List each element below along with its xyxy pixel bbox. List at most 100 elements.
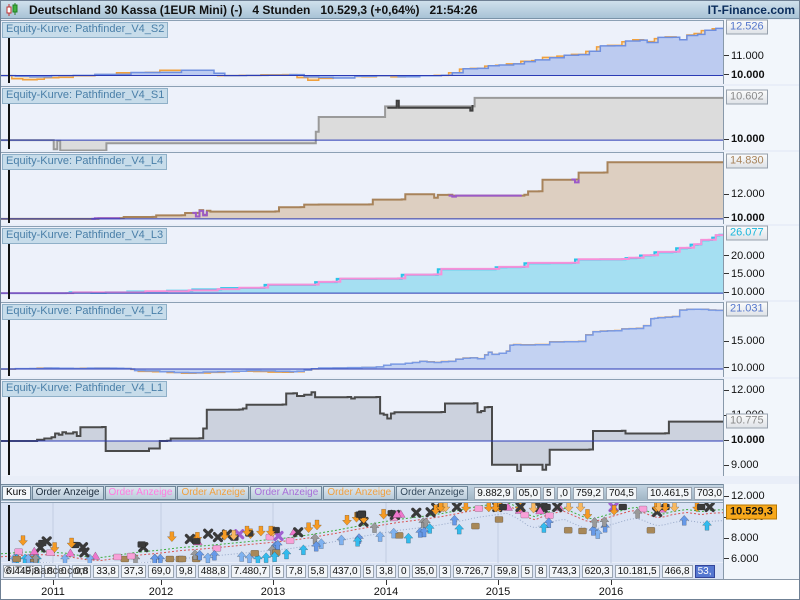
- order-price-label: ,0: [556, 486, 571, 500]
- order-marker: [543, 517, 554, 528]
- order-marker: [165, 555, 175, 563]
- order-marker: [209, 549, 220, 561]
- axis-tick: 12.000: [724, 490, 765, 502]
- axis-strip-l2: 15.000 10.000 21.031: [723, 301, 799, 377]
- order-price-label: 7.480,7: [230, 564, 271, 578]
- order-price-label: 5: [543, 486, 555, 500]
- tab-order-anzeige-3[interactable]: Order Anzeige: [177, 486, 250, 500]
- equity-curve-s1[interactable]: [1, 87, 723, 151]
- order-price-label: 9.726,7: [452, 564, 492, 578]
- order-price-label: 0,8: [71, 564, 92, 578]
- order-price-label: 9.882,9: [474, 486, 514, 500]
- order-price-labels-bottom: 6.449,8 8 0 0,8 33,8 37,3 69,0 9,8 488,8 7.480,7 5…: [1, 563, 723, 579]
- order-marker: [293, 527, 304, 538]
- order-marker: [14, 548, 23, 555]
- order-marker: [341, 515, 353, 526]
- year-label: 2011: [41, 586, 65, 598]
- axis-strip-s1: 10.000 10.602: [723, 86, 799, 150]
- order-marker: [77, 542, 89, 553]
- order-marker: [599, 516, 610, 527]
- axis-tick: 6.000: [724, 553, 759, 565]
- order-marker: [250, 550, 260, 557]
- timeframe: 4 Stunden: [252, 2, 311, 17]
- year-tick: [53, 580, 54, 585]
- tab-order-anzeige-1[interactable]: Order Anzeige: [31, 486, 104, 500]
- axis-tick: 15.000: [724, 335, 765, 347]
- order-marker: [336, 534, 347, 546]
- order-marker: [646, 527, 656, 534]
- order-marker: [538, 522, 549, 533]
- symbol-name: Deutschland 30 Kassa (1EUR Mini) (-): [29, 2, 243, 17]
- order-marker: [419, 526, 430, 538]
- order-marker: [471, 522, 480, 530]
- year-tick: [273, 580, 274, 585]
- year-label: 2015: [485, 586, 511, 598]
- axis-tick: 11.000: [724, 50, 764, 62]
- equity-curve-l1[interactable]: [1, 380, 723, 477]
- tab-order-anzeige-4[interactable]: Order Anzeige: [250, 486, 323, 500]
- panel-label: Equity-Kurve: Pathfinder_V4_S2: [2, 22, 169, 38]
- order-price-label: 53,: [694, 564, 715, 578]
- order-marker: [177, 555, 187, 563]
- year-label: 2016: [598, 586, 624, 598]
- current-value-box: 12.526: [726, 19, 768, 35]
- order-price-label: 0: [57, 564, 70, 578]
- year-tick: [161, 580, 162, 585]
- order-marker: [298, 544, 309, 556]
- price-chart-canvas[interactable]: [1, 501, 724, 569]
- year-label: 2012: [148, 586, 174, 598]
- order-marker: [269, 551, 280, 562]
- order-marker: [285, 537, 295, 545]
- order-marker: [49, 542, 60, 553]
- order-price-label: 6.449,8: [3, 564, 43, 578]
- axis-tick: 10.000: [724, 133, 765, 145]
- order-marker: [669, 501, 680, 513]
- order-marker: [582, 509, 593, 520]
- tick-dash: [724, 74, 729, 76]
- tick-dash: [724, 537, 729, 539]
- equity-curve-l4[interactable]: [1, 153, 723, 225]
- order-marker: [403, 532, 414, 544]
- price-chart[interactable]: [1, 501, 724, 569]
- year-tick: [386, 580, 387, 585]
- tab-kurs-0[interactable]: Kurs: [2, 486, 31, 500]
- tick-dash: [724, 464, 729, 466]
- equity-panel-l3: Equity-Kurve: Pathfinder_V4_L3: [1, 226, 723, 300]
- order-marker: [126, 552, 136, 560]
- order-marker: [265, 525, 276, 537]
- equity-curve-s2[interactable]: [1, 21, 723, 85]
- order-price-label: 05,0: [515, 486, 542, 500]
- order-price-label: 5: [272, 564, 284, 578]
- order-marker: [474, 505, 484, 512]
- axis-strip-l3: 20.000 15.000 10.000 26.077: [723, 225, 799, 300]
- order-price-label: 33,8: [93, 564, 119, 578]
- order-marker: [515, 501, 526, 513]
- year-tick: [611, 580, 612, 585]
- watermark: ©IT-Finance.com: [4, 565, 88, 577]
- brand-logo: IT-Finance.com: [707, 2, 795, 17]
- title-bar: Deutschland 30 Kassa (1EUR Mini) (-) 4 S…: [1, 1, 799, 19]
- order-marker: [589, 516, 600, 528]
- axis-tick: 9.000: [724, 459, 759, 471]
- order-price-label: 7,8: [285, 564, 306, 578]
- axis-tick: 12.000: [724, 188, 765, 200]
- tab-order-anzeige-5[interactable]: Order Anzeige: [323, 486, 396, 500]
- order-price-label: 8: [535, 564, 547, 578]
- order-marker: [563, 501, 574, 513]
- current-value-box: 10.602: [726, 89, 768, 105]
- order-marker: [192, 538, 201, 545]
- equity-curve-l3[interactable]: [1, 227, 723, 301]
- tab-order-anzeige-2[interactable]: Order Anzeige: [104, 486, 177, 500]
- tab-strip: Kurs Order Anzeige Order Anzeige Order Anze…: [1, 484, 747, 501]
- tick-dash: [724, 255, 729, 257]
- tab-order-anzeige-6[interactable]: Order Anzeige: [396, 486, 469, 500]
- order-marker: [35, 542, 46, 553]
- order-marker: [696, 503, 706, 511]
- order-marker: [303, 522, 314, 534]
- equity-curve-l2[interactable]: [1, 303, 723, 378]
- clock: 21:54:26: [429, 2, 478, 17]
- order-marker: [281, 548, 292, 560]
- order-marker: [311, 519, 323, 531]
- axis-tick: 20.000: [724, 250, 765, 262]
